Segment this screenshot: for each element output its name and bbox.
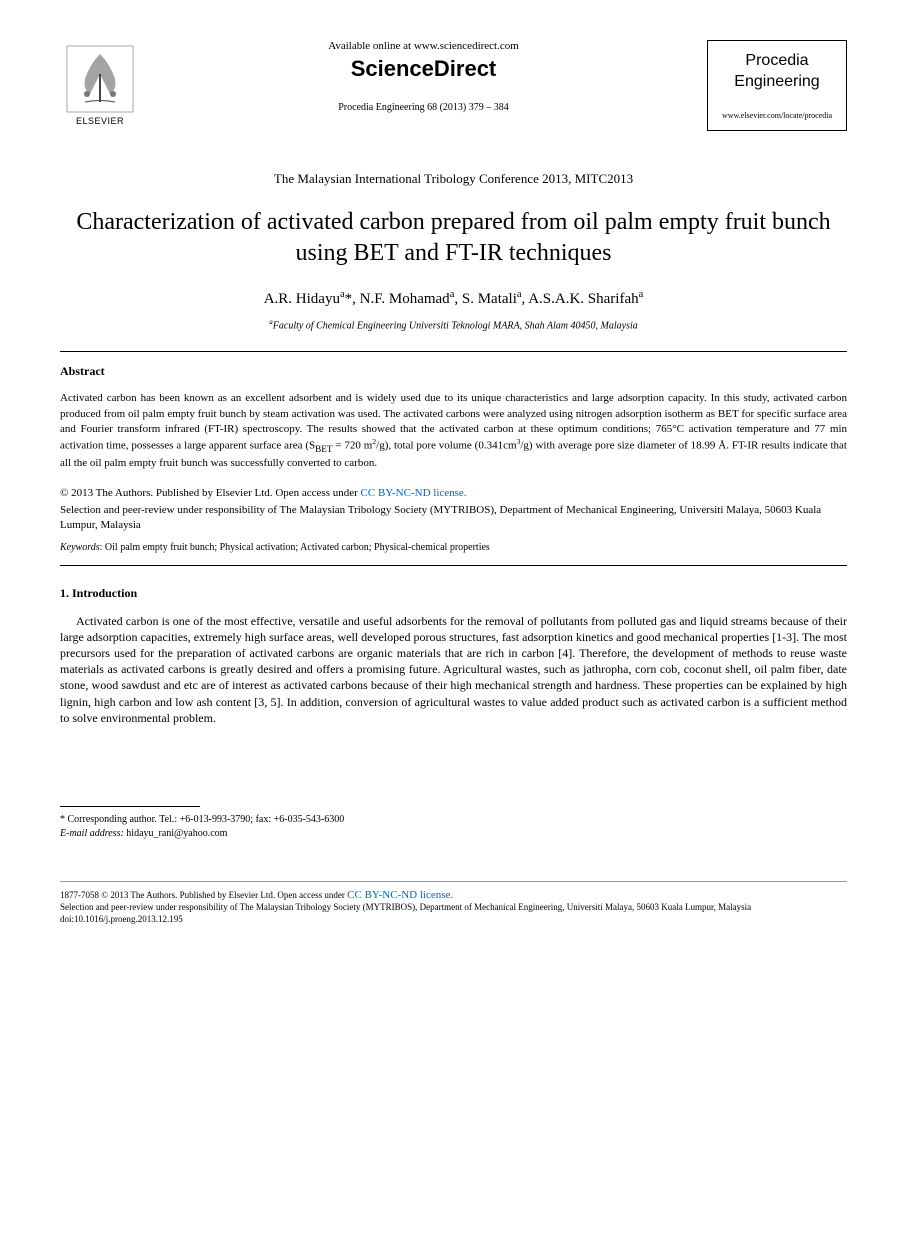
corresponding-author: * Corresponding author. Tel.: +6-013-993… (60, 813, 847, 827)
intro-heading: 1. Introduction (60, 586, 847, 601)
elsevier-label: ELSEVIER (76, 116, 124, 126)
open-access-label: Open access under (275, 487, 360, 499)
footer-open-access: Open access under (277, 890, 347, 900)
abstract-heading: Abstract (60, 364, 847, 379)
journal-reference: Procedia Engineering 68 (2013) 379 – 384 (160, 102, 687, 113)
header-center: Available online at www.sciencedirect.co… (140, 40, 707, 113)
rule-bottom (60, 565, 847, 566)
footer-issn-prefix: 1877-7058 © 2013 The Authors. Published … (60, 890, 277, 900)
rule-top (60, 351, 847, 352)
email-label: E-mail address: (60, 828, 124, 839)
journal-box: Procedia Engineering www.elsevier.com/lo… (707, 40, 847, 131)
conference-title: The Malaysian International Tribology Co… (60, 171, 847, 187)
keywords-label: Keywords (60, 542, 100, 553)
journal-name-line2: Engineering (720, 72, 834, 93)
affiliation: aFaculty of Chemical Engineering Univers… (60, 318, 847, 331)
page-header: ELSEVIER Available online at www.science… (60, 40, 847, 131)
footer-license-link[interactable]: CC BY-NC-ND license. (347, 889, 453, 901)
paper-title: Characterization of activated carbon pre… (60, 207, 847, 269)
keywords-line: Keywords: Oil palm empty fruit bunch; Ph… (60, 542, 847, 553)
elsevier-logo: ELSEVIER (60, 40, 140, 130)
copyright-line1: © 2013 The Authors. Published by Elsevie… (60, 486, 847, 501)
footnote-rule (60, 806, 200, 807)
keywords-text: : Oil palm empty fruit bunch; Physical a… (100, 542, 490, 553)
available-online-text: Available online at www.sciencedirect.co… (160, 40, 687, 52)
journal-name-line1: Procedia (720, 51, 834, 72)
footer-doi: doi:10.1016/j.proeng.2013.12.195 (60, 914, 847, 926)
footer-issn-line: 1877-7058 © 2013 The Authors. Published … (60, 888, 847, 902)
journal-url: www.elsevier.com/locate/procedia (720, 111, 834, 120)
authors-list: A.R. Hidayua*, N.F. Mohamada, S. Matalia… (60, 289, 847, 308)
copyright-prefix: © 2013 The Authors. Published by Elsevie… (60, 487, 275, 499)
footer-line2: Selection and peer-review under responsi… (60, 902, 847, 914)
elsevier-tree-icon (65, 44, 135, 114)
abstract-text: Activated carbon has been known as an ex… (60, 391, 847, 471)
sciencedirect-logo-text: ScienceDirect (160, 56, 687, 82)
copyright-line2: Selection and peer-review under responsi… (60, 503, 847, 534)
email-address: hidayu_rani@yahoo.com (124, 828, 228, 839)
license-link[interactable]: CC BY-NC-ND license. (361, 487, 467, 499)
intro-paragraph: Activated carbon is one of the most effe… (60, 613, 847, 726)
email-line: E-mail address: hidayu_rani@yahoo.com (60, 827, 847, 841)
footer-rule (60, 881, 847, 882)
